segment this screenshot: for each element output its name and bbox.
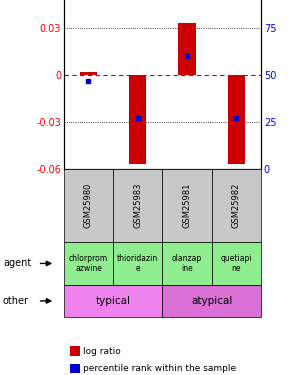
Text: chlorprom
azwine: chlorprom azwine bbox=[69, 254, 108, 273]
Text: agent: agent bbox=[3, 258, 31, 268]
Text: GSM25982: GSM25982 bbox=[232, 183, 241, 228]
Text: GSM25983: GSM25983 bbox=[133, 183, 142, 228]
Bar bbox=[129, 75, 146, 164]
Text: olanzap
ine: olanzap ine bbox=[172, 254, 202, 273]
Text: atypical: atypical bbox=[191, 296, 232, 306]
Text: thioridazin
e: thioridazin e bbox=[117, 254, 158, 273]
Bar bbox=[228, 75, 245, 164]
Text: percentile rank within the sample: percentile rank within the sample bbox=[83, 364, 236, 373]
Text: other: other bbox=[3, 296, 29, 306]
Text: GSM25980: GSM25980 bbox=[84, 183, 93, 228]
Bar bbox=[178, 23, 196, 75]
Text: log ratio: log ratio bbox=[83, 346, 120, 355]
Text: GSM25981: GSM25981 bbox=[182, 183, 192, 228]
Text: typical: typical bbox=[96, 296, 130, 306]
Bar bbox=[80, 72, 97, 75]
Text: quetiapi
ne: quetiapi ne bbox=[220, 254, 252, 273]
